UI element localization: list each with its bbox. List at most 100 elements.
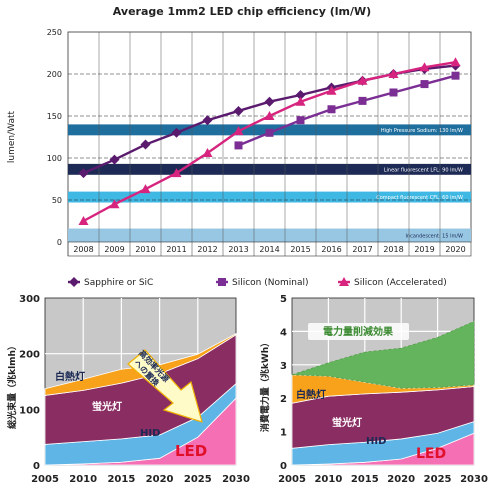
band-2: [68, 191, 471, 203]
top-xtick-2009: 2009: [104, 245, 124, 254]
top-axes: 0 50 100 150 200 250 2008 2009 2010 2011 2012 2013 2…: [47, 28, 472, 257]
point-sapphire-or-sic-2015: [295, 90, 306, 100]
top-xtick-2011: 2011: [166, 245, 186, 254]
bl-ytick-300: 300: [19, 294, 40, 305]
bl-xtick-2005: 2005: [31, 474, 59, 485]
top-xtick-2019: 2019: [414, 245, 434, 254]
bl-label-incandescent: 白熱灯: [55, 370, 85, 383]
legend-label-silicon-accelerated: Silicon (Accelerated): [354, 278, 447, 288]
bl-ytick-0: 0: [33, 461, 40, 472]
point-sapphire-or-sic-2009: [109, 154, 120, 165]
legend-marker-sapphire-or-sic: [69, 277, 79, 287]
legend-label-sapphire-or-sic: Sapphire or SiC: [84, 278, 153, 288]
point-sapphire-or-sic-2012: [202, 115, 213, 126]
point-silicon-nominal-2013: [234, 141, 243, 150]
point-silicon-nominal-2019: [420, 80, 429, 89]
legend-marker-silicon-nominal: [218, 278, 226, 286]
top-legend: Sapphire or SiC Silicon (Nominal) Silicon …: [68, 277, 447, 288]
br-label-incandescent: 白熱灯: [296, 388, 326, 401]
br-xtick-2015: 2015: [351, 474, 379, 485]
br-layer-4: [291, 320, 475, 389]
point-silicon-accelerated-2015: [295, 96, 306, 106]
bottom-left-ylabel: 総光束量（兆klmh）: [6, 341, 18, 429]
point-silicon-accelerated-2012: [202, 147, 213, 157]
br-ytick-2: 2: [280, 394, 287, 405]
bl-xtick-2015: 2015: [107, 474, 135, 485]
point-sapphire-or-sic-2011: [171, 127, 182, 138]
top-xtick-2016: 2016: [321, 245, 341, 254]
top-ytick-150: 150: [47, 112, 62, 121]
bl-ytick-100: 100: [19, 405, 40, 416]
band-label-3: Incandescent: 15 lm/W: [405, 233, 463, 239]
point-silicon-accelerated-2019: [419, 62, 430, 72]
top-xtick-2018: 2018: [383, 245, 403, 254]
legend-marker-silicon-accelerated: [339, 277, 349, 286]
top-xtick-2010: 2010: [135, 245, 155, 254]
top-grid: [68, 32, 471, 256]
top-ylabel: lumen/Watt: [7, 110, 17, 163]
bl-xtick-2020: 2020: [146, 474, 174, 485]
point-silicon-nominal-2014: [265, 128, 274, 137]
point-silicon-nominal-2020: [451, 71, 460, 80]
point-silicon-nominal-2018: [389, 88, 398, 97]
bottom-left-chart: 0 100 200 300 2005 2010 2015 2020 2025 2030 白熱灯蛍光灯…: [19, 294, 250, 485]
point-silicon-accelerated-2008: [78, 216, 89, 225]
band-3: [68, 228, 471, 242]
top-ytick-100: 100: [47, 154, 62, 163]
point-silicon-accelerated-2013: [233, 126, 244, 136]
band-1: [68, 163, 471, 175]
point-sapphire-or-sic-2010: [140, 139, 151, 150]
top-xtick-2015: 2015: [290, 245, 310, 254]
bl-xtick-2030: 2030: [222, 474, 250, 485]
top-ytick-200: 200: [47, 70, 62, 79]
power-saving-label-bg: [308, 323, 409, 340]
point-silicon-accelerated-2020: [450, 57, 461, 67]
point-silicon-accelerated-2010: [140, 184, 151, 194]
bl-ytick-200: 200: [19, 350, 40, 361]
top-chart-title: Average 1mm2 LED chip efficiency (lm/W): [113, 5, 371, 18]
br-ytick-5: 5: [280, 294, 287, 305]
top-plot-frame: [67, 31, 472, 243]
top-ytick-0: 0: [57, 238, 62, 247]
point-silicon-accelerated-2017: [357, 75, 368, 85]
top-xtick-2014: 2014: [259, 245, 279, 254]
replacement-arrow: [127, 349, 203, 423]
br-label-fluorescent: 蛍光灯: [332, 416, 362, 429]
top-ytick-250: 250: [47, 28, 62, 37]
point-silicon-nominal-2015: [296, 116, 305, 125]
bl-label-hid: HID: [140, 428, 160, 439]
bl-label-fluorescent: 蛍光灯: [92, 400, 122, 413]
br-ytick-4: 4: [280, 327, 287, 338]
br-xtick-2030: 2030: [460, 474, 488, 485]
br-label-power-saving: 電力量削減効果: [323, 325, 394, 338]
series-line-silicon-nominal: [238, 74, 456, 147]
br-label-led: LED: [416, 446, 446, 462]
point-silicon-nominal-2016: [327, 105, 336, 114]
band-label-1: Linear fluorescent LFL: 90 lm/W: [384, 167, 463, 173]
point-sapphire-or-sic-2008: [78, 168, 89, 179]
top-xtick-2017: 2017: [352, 245, 372, 254]
bl-layer-3: [44, 332, 237, 396]
top-xtick-2008: 2008: [73, 245, 93, 254]
point-silicon-accelerated-2016: [326, 85, 337, 95]
br-xtick-2005: 2005: [278, 474, 306, 485]
top-series: [78, 57, 461, 225]
bl-xtick-2010: 2010: [69, 474, 97, 485]
top-ytick-50: 50: [52, 196, 62, 205]
bl-xtick-2025: 2025: [184, 474, 212, 485]
band-label-0: High Pressure Sodium: 130 lm/W: [381, 128, 463, 134]
point-silicon-accelerated-2009: [109, 199, 120, 209]
br-ytick-1: 1: [280, 428, 287, 439]
point-silicon-accelerated-2014: [264, 111, 275, 120]
bl-label-led: LED: [175, 442, 207, 460]
br-label-hid: HID: [366, 436, 386, 447]
bottom-right-ylabel: 消費電力量（兆kWh）: [259, 338, 271, 432]
point-silicon-accelerated-2018: [388, 69, 399, 78]
point-silicon-nominal-2017: [358, 96, 367, 105]
br-xtick-2010: 2010: [314, 474, 342, 485]
band-label-2: Compact fluorescent CFL: 60 lm/W: [376, 195, 463, 201]
top-xtick-2012: 2012: [197, 245, 217, 254]
br-xtick-2020: 2020: [387, 474, 415, 485]
